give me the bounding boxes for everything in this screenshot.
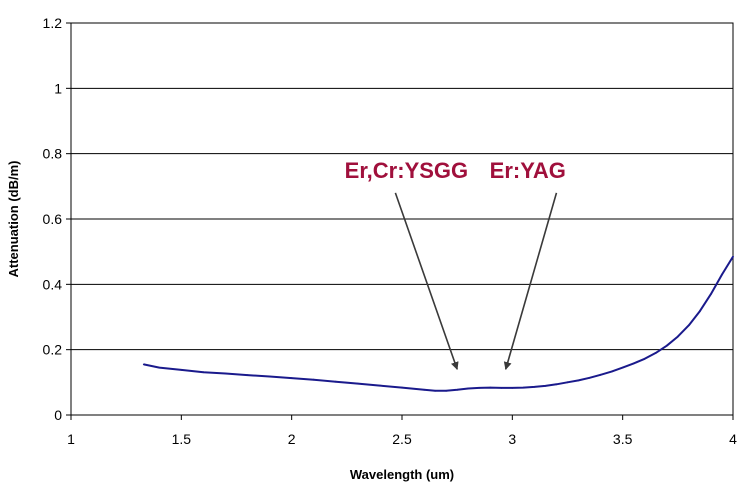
data-point xyxy=(445,389,447,392)
data-point xyxy=(180,369,183,371)
x-tick-label: 2 xyxy=(288,431,296,447)
data-point xyxy=(202,371,205,374)
data-point xyxy=(158,366,161,369)
data-point xyxy=(467,387,470,390)
data-point xyxy=(566,381,569,384)
data-point xyxy=(290,377,293,379)
data-point xyxy=(699,310,701,312)
data-point xyxy=(423,388,425,391)
data-point xyxy=(434,389,436,392)
x-tick-label: 3.5 xyxy=(613,431,633,447)
y-axis-title: Attenuation (dB/m) xyxy=(6,161,21,278)
data-point xyxy=(142,363,145,366)
data-point xyxy=(654,352,657,354)
data-point xyxy=(544,385,547,387)
data-point xyxy=(721,273,723,276)
data-point xyxy=(268,375,271,378)
y-tick-label: 1.2 xyxy=(43,15,63,31)
data-point xyxy=(632,362,635,365)
data-point xyxy=(456,388,459,391)
data-point xyxy=(533,386,536,388)
data-point xyxy=(489,386,492,389)
y-tick-label: 0.4 xyxy=(43,276,63,292)
data-point xyxy=(401,386,403,389)
data-point xyxy=(246,374,249,376)
attenuation-series-line xyxy=(143,256,734,392)
annotation-arrow xyxy=(394,192,459,371)
annotation-label: Er,Cr:YSGG xyxy=(345,158,468,183)
data-point xyxy=(334,380,337,383)
data-point xyxy=(610,370,613,373)
x-tick-label: 3 xyxy=(508,431,516,447)
y-tick-label: 0.2 xyxy=(43,342,63,358)
data-point xyxy=(577,379,580,382)
data-point xyxy=(665,344,668,347)
data-point xyxy=(688,324,690,327)
axis-ticks: 0 0.2 0.4 0.6 0.8 1 1.2 1 1.5 2 2.5 3 3.5 4 xyxy=(43,15,738,447)
data-point xyxy=(500,387,503,389)
data-point xyxy=(643,357,646,360)
data-point xyxy=(599,373,602,376)
x-tick-label: 4 xyxy=(729,431,737,447)
annotation-label: Er:YAG xyxy=(490,158,566,183)
data-point xyxy=(732,255,734,258)
x-axis-title: Wavelength (um) xyxy=(350,467,454,482)
data-point xyxy=(511,387,514,389)
data-point xyxy=(621,366,624,369)
y-tick-label: 0 xyxy=(54,407,62,423)
y-tick-label: 0.6 xyxy=(43,211,63,227)
annotation-arrow xyxy=(503,192,558,371)
data-point xyxy=(588,376,591,379)
data-point xyxy=(522,386,525,389)
data-point xyxy=(478,387,481,389)
x-tick-label: 1 xyxy=(67,431,75,447)
data-point xyxy=(312,378,315,381)
data-point xyxy=(555,383,558,386)
data-point xyxy=(379,384,381,387)
annotations: Er,Cr:YSGG Er:YAG xyxy=(345,158,566,371)
x-tick-label: 2.5 xyxy=(392,431,412,447)
y-tick-label: 1 xyxy=(54,80,62,96)
x-tick-label: 1.5 xyxy=(172,431,192,447)
data-point xyxy=(357,382,359,385)
grid-lines xyxy=(71,22,733,351)
y-tick-label: 0.8 xyxy=(43,146,63,162)
data-point xyxy=(224,372,227,375)
data-point xyxy=(676,335,679,338)
series-group xyxy=(142,255,734,392)
data-point xyxy=(710,293,712,295)
